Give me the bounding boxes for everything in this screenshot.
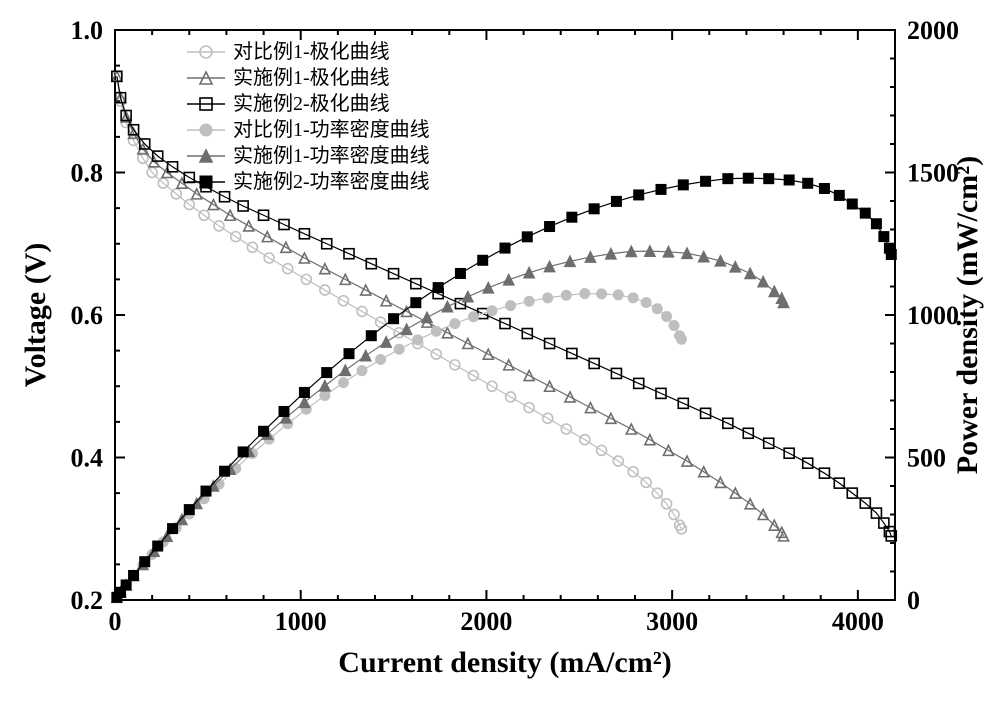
legend-item-label: 对比例1-极化曲线 — [233, 40, 390, 63]
x-tick-label: 3000 — [646, 607, 698, 636]
x-tick-label: 1000 — [275, 607, 327, 636]
legend-item-label: 实施例1-功率密度曲线 — [233, 144, 430, 167]
x-tick-label: 0 — [109, 607, 122, 636]
legend-item-label: 实施例2-功率密度曲线 — [233, 170, 430, 193]
y-left-tick-label: 0.6 — [71, 301, 104, 330]
legend-item-label: 实施例1-极化曲线 — [233, 66, 390, 89]
x-tick-label: 4000 — [832, 607, 884, 636]
y-left-axis-label: Voltage (V) — [19, 243, 52, 388]
legend-item-label: 对比例1-功率密度曲线 — [233, 118, 430, 141]
y-right-tick-label: 2000 — [907, 16, 959, 45]
plot-frame — [115, 30, 895, 600]
y-left-tick-label: 0.2 — [71, 586, 104, 615]
legend-item-label: 实施例2-极化曲线 — [233, 92, 390, 115]
legend: 对比例1-极化曲线实施例1-极化曲线实施例2-极化曲线对比例1-功率密度曲线实施… — [187, 40, 430, 193]
x-tick-label: 2000 — [460, 607, 512, 636]
chart-container: 010002000300040000.20.40.60.81.005001000… — [0, 0, 1000, 714]
y-right-tick-label: 0 — [907, 586, 920, 615]
y-left-tick-label: 0.4 — [71, 444, 104, 473]
y-right-axis-label: Power density (mW/cm²) — [951, 156, 984, 474]
y-left-tick-label: 1.0 — [71, 16, 104, 45]
chart-svg: 010002000300040000.20.40.60.81.005001000… — [0, 0, 1000, 714]
x-axis-label: Current density (mA/cm²) — [338, 646, 671, 679]
y-right-tick-label: 500 — [907, 444, 946, 473]
y-left-tick-label: 0.8 — [71, 159, 104, 188]
